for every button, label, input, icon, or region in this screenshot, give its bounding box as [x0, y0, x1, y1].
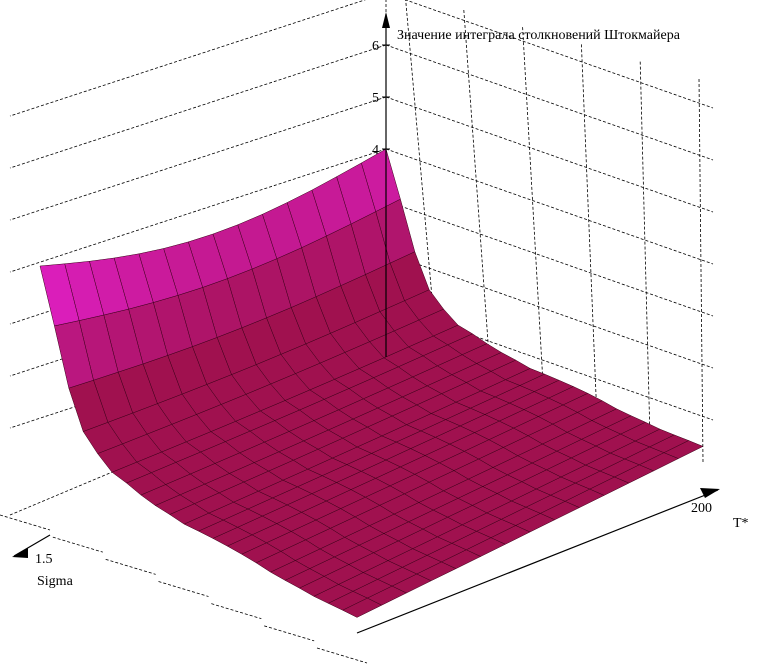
chart-title: Значение интеграла столкновений Штокмайе… [397, 28, 681, 43]
grid-line [522, 25, 545, 410]
grid-line [385, 148, 714, 265]
grid-line [9, 0, 366, 117]
z-tick-label: 7 [372, 0, 379, 2]
grid-line [316, 647, 368, 664]
grid-line [211, 603, 262, 620]
grid-line [404, 0, 714, 109]
z-tick-label: 4 [372, 143, 379, 158]
tick-labels: 4 5 6 7 200 1.5 [35, 0, 712, 567]
grid-line [698, 77, 704, 463]
x-tick-label: 200 [691, 501, 712, 516]
grid-line [9, 96, 387, 221]
grid-line [463, 7, 493, 393]
y-axis-arrow [12, 548, 28, 558]
grid-line [385, 44, 714, 161]
grid-line [52, 536, 103, 553]
grid-line [639, 60, 651, 445]
x-axis-arrow [700, 488, 720, 498]
grid-line [580, 42, 598, 428]
surface-mesh [39, 148, 704, 618]
z-tick-label: 5 [372, 91, 379, 106]
grid-line [9, 148, 387, 273]
grid-line [385, 96, 714, 213]
x-axis-line [356, 489, 719, 634]
y-axis-label: Sigma [37, 574, 74, 589]
grid-line [385, 200, 714, 317]
grid-line [158, 581, 209, 597]
grid-line [9, 44, 387, 169]
grid-line [264, 625, 315, 642]
axes [12, 12, 720, 634]
grid-line [385, 252, 714, 369]
z-tick-label: 6 [372, 39, 379, 54]
x-axis-label: T* [733, 516, 749, 531]
grid-line [0, 514, 51, 531]
surface-cell [39, 263, 80, 327]
grid-line [405, 0, 440, 375]
y-tick-label: 1.5 [35, 552, 53, 567]
grid-line [105, 558, 156, 575]
z-axis-arrow [382, 12, 390, 28]
